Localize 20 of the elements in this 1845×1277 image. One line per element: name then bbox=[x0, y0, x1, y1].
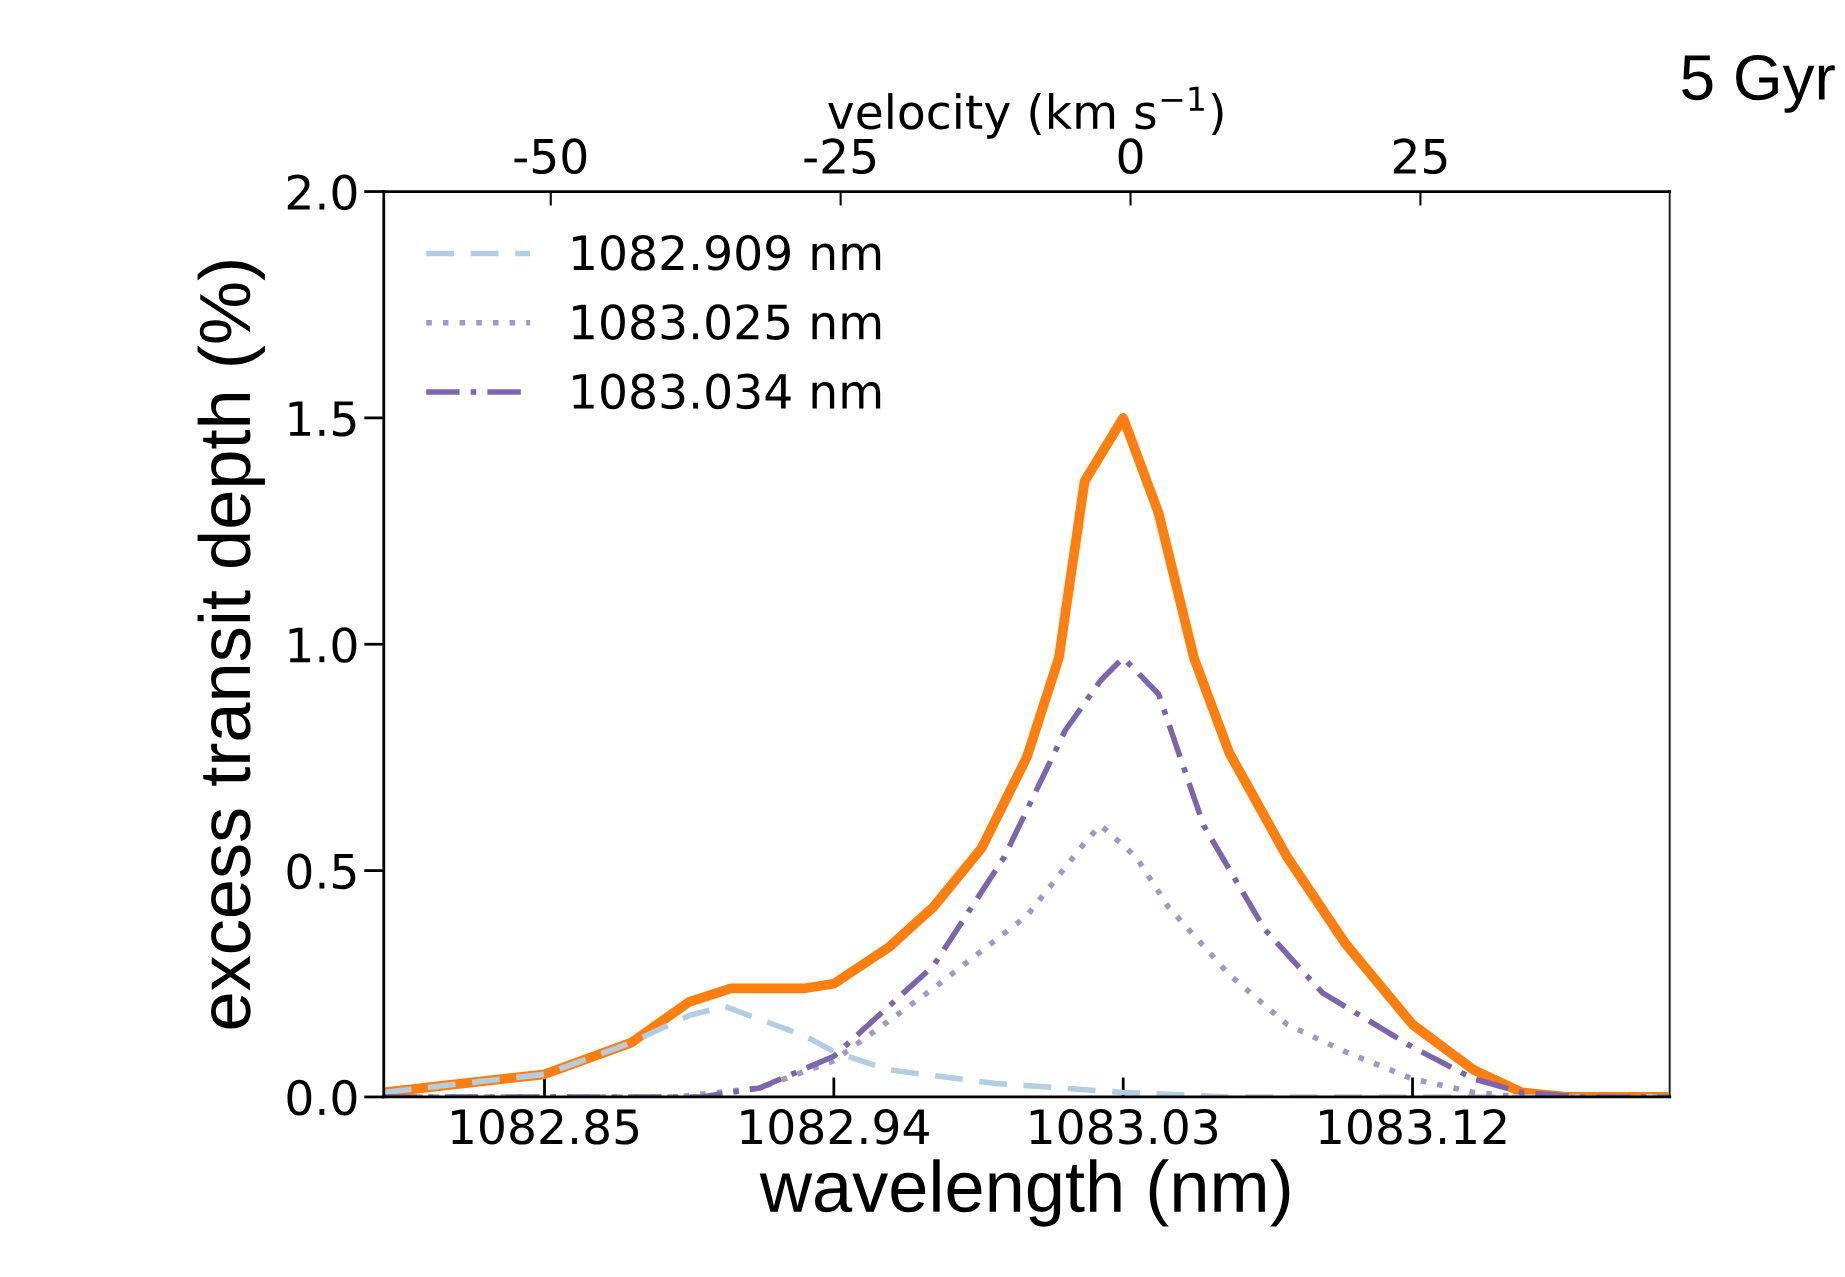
x2-tick-label: 25 bbox=[1393, 138, 1447, 175]
x-tick-label: 1083.03 bbox=[1030, 1108, 1218, 1145]
y-tick-label: 1.5 bbox=[289, 401, 356, 437]
legend-label: 1083.034 nm bbox=[573, 373, 881, 410]
legend-label: 1083.025 nm bbox=[573, 304, 881, 340]
y-tick-label: 0.0 bbox=[287, 1079, 357, 1116]
x2-tick-label: -25 bbox=[804, 138, 876, 175]
x-axis-title: wavelength (nm) bbox=[759, 1159, 1290, 1227]
x-tick-label: 1082.94 bbox=[741, 1108, 929, 1145]
x-tick-label: 1083.12 bbox=[1320, 1108, 1506, 1145]
x-tick-label: 1082.85 bbox=[452, 1108, 639, 1145]
text: 5 Gyr bbox=[1682, 54, 1835, 113]
legend-label: 1082.909 nm bbox=[573, 234, 881, 271]
y-axis-title: excess transit depth (%) bbox=[197, 261, 265, 1029]
y-tick-label: 2.0 bbox=[287, 174, 357, 211]
x2-axis-title: velocity (km s$^{−1}$) bbox=[828, 86, 1223, 139]
x2-tick-label: -50 bbox=[514, 138, 587, 175]
y-tick-label: 0.5 bbox=[287, 853, 356, 890]
y-tick-label: 1.0 bbox=[289, 627, 357, 663]
x2-tick-label: 0 bbox=[1118, 138, 1143, 175]
